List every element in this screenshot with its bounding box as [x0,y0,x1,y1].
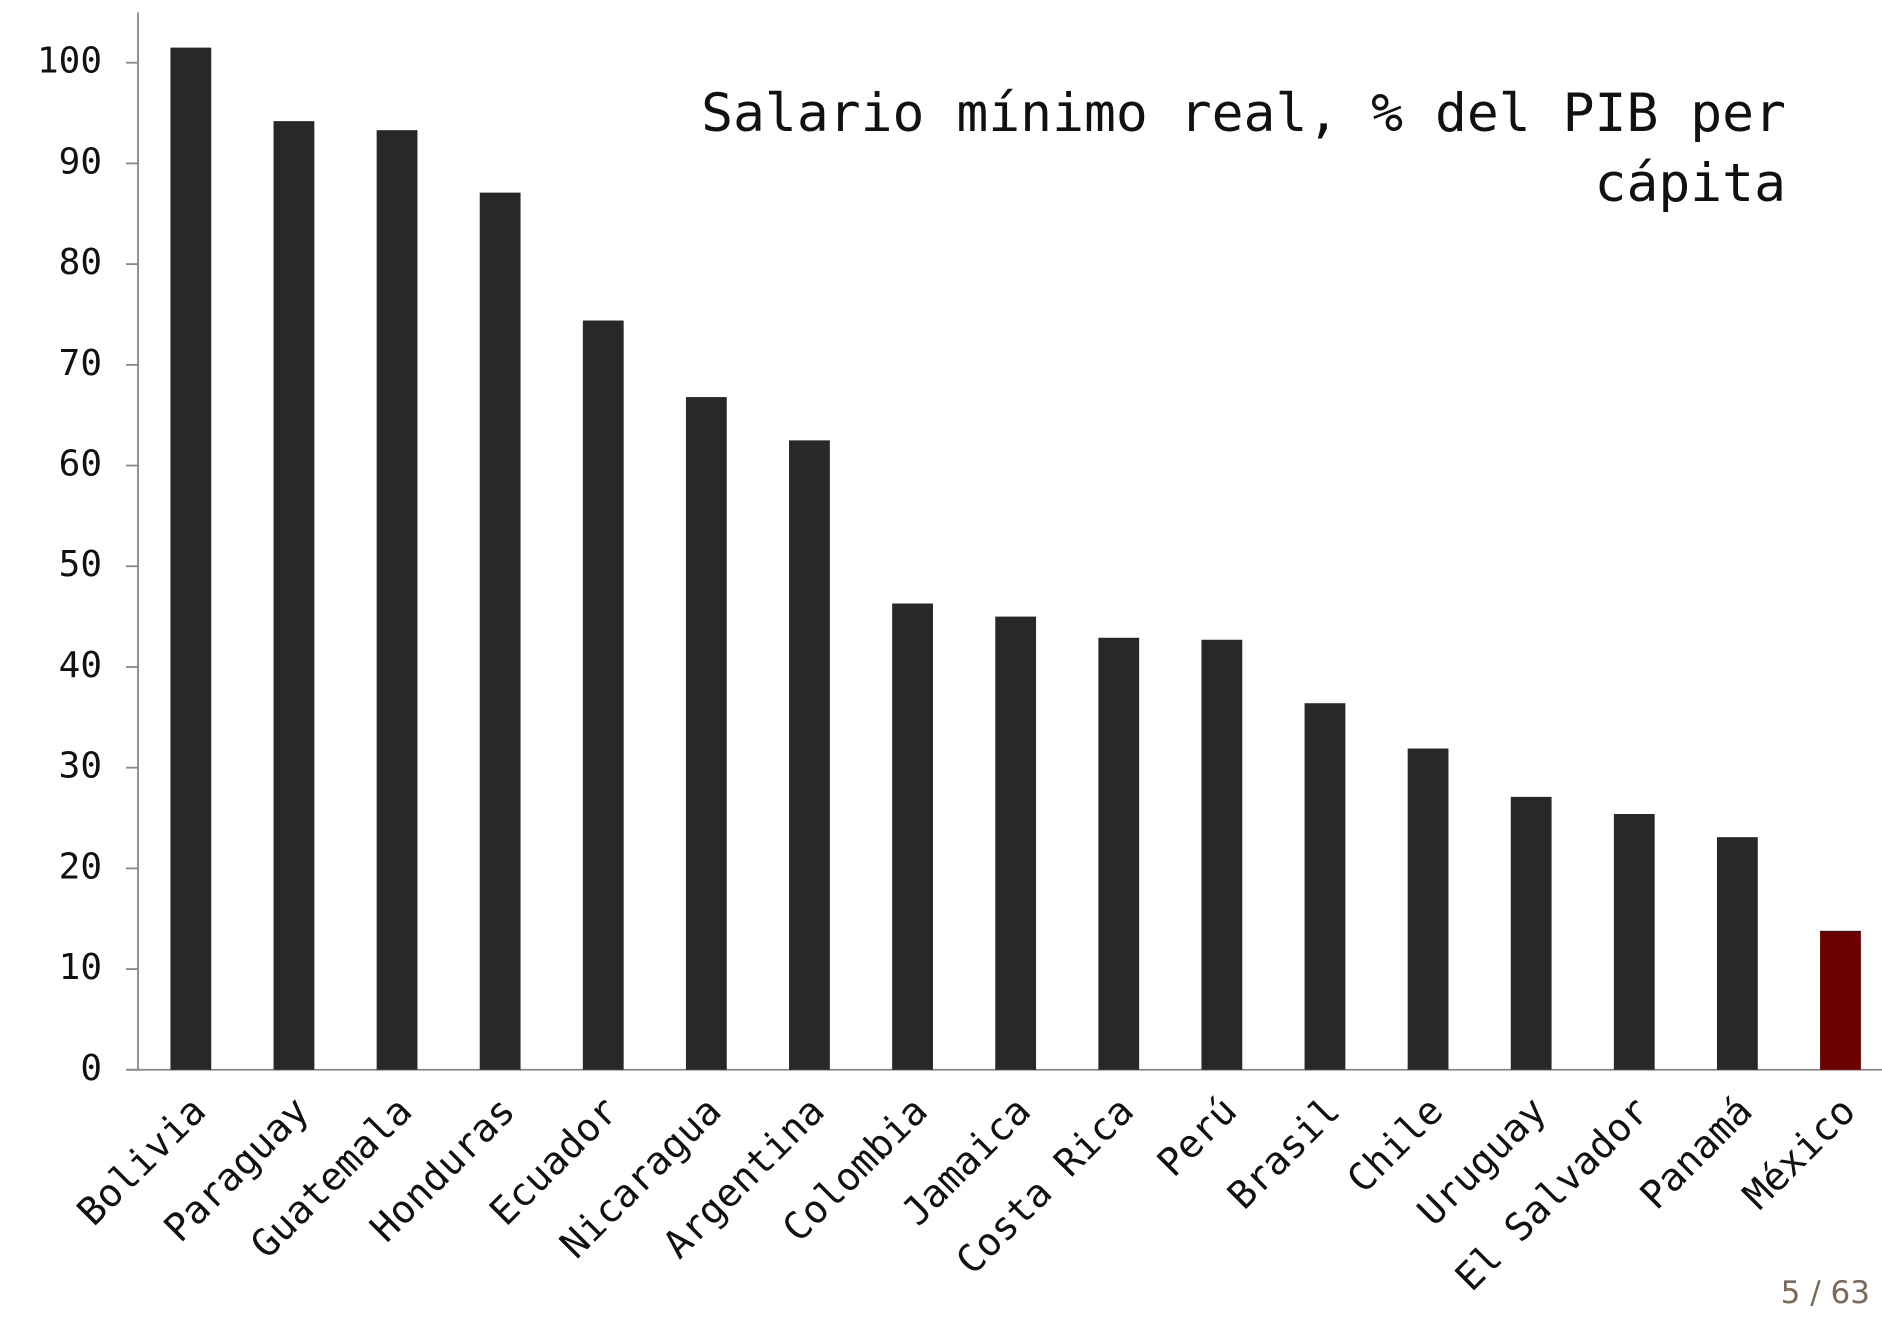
bar [170,47,212,1070]
y-tick-label: 90 [59,141,102,182]
bar [1304,703,1346,1070]
bar [685,397,727,1070]
page-number: 5 / 63 [1780,1275,1870,1311]
y-tick-label: 60 [59,444,102,485]
bar [582,320,624,1070]
bar [892,603,933,1070]
bar [1201,639,1243,1070]
bar [273,121,315,1070]
bar [376,130,418,1070]
y-tick-label: 80 [59,242,102,283]
y-tick-label: 10 [59,947,102,988]
y-tick-label: 100 [37,41,102,82]
bar [1613,813,1655,1070]
y-tick-label: 70 [59,343,102,384]
y-tick-label: 50 [59,544,102,585]
y-tick-label: 30 [59,746,102,787]
y-tick-label: 40 [59,645,102,686]
bar [995,616,1037,1070]
bar [1098,637,1140,1070]
chart-title: Salario mínimo real, % del PIB per cápit… [701,83,1786,214]
x-tick-label: Brasil [1219,1088,1349,1218]
x-tick-label: Panamá [1632,1088,1762,1218]
x-tick-label: Costa Rica [948,1088,1143,1283]
bar [479,192,521,1070]
x-tick-label: Perú [1149,1088,1246,1185]
bar [1820,930,1861,1070]
bar [1716,837,1758,1070]
bar [1510,796,1552,1070]
bar [1407,748,1449,1070]
y-tick-label: 20 [59,846,102,887]
bar [789,440,830,1070]
x-tick-label: México [1735,1088,1865,1218]
y-tick-label: 0 [80,1048,102,1089]
